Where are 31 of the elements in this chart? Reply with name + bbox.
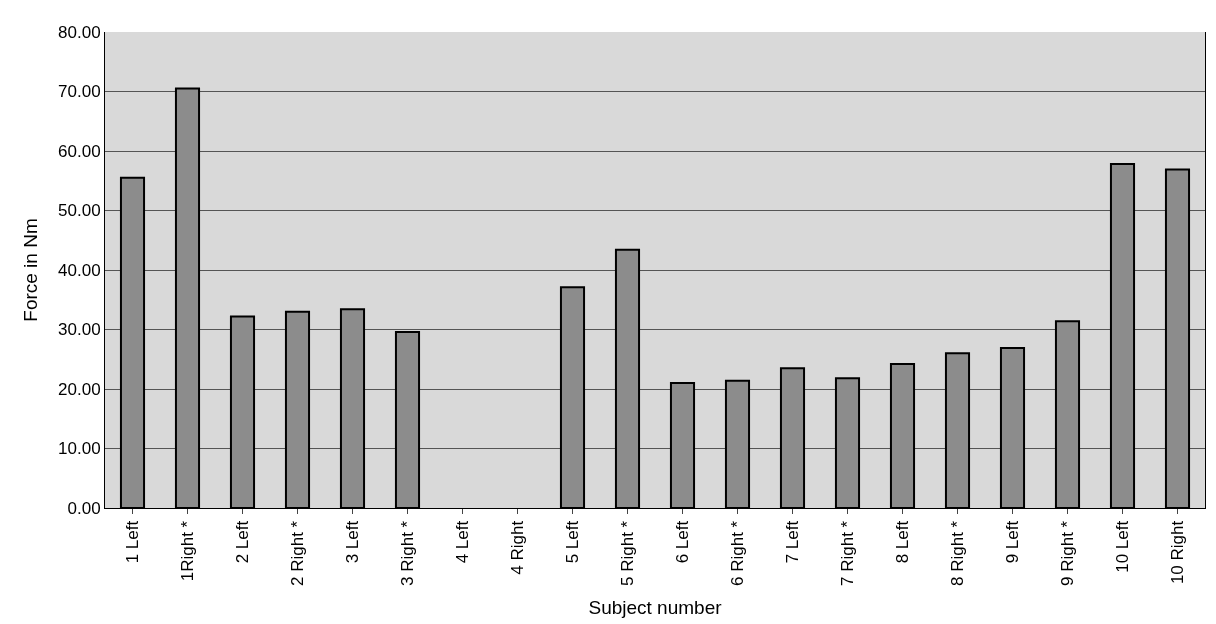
x-tick-label: 6 Left [673,520,693,564]
x-axis-title: Subject number [588,596,723,618]
x-tick-label: 2 Right * [288,520,308,586]
x-tick-label: 2 Left [233,520,253,564]
x-tick-label: 1 Left [123,520,143,564]
y-axis-title: Force in Nm [19,218,41,322]
x-tick-label: 5 Left [563,520,583,564]
x-tick-label: 9 Right * [1058,520,1078,586]
y-tick-label: 0.00 [67,498,101,518]
y-tick-label: 40.00 [58,260,101,280]
x-tick-label: 8 Left [893,520,913,564]
x-tick-label: 4 Left [453,520,473,564]
x-tick-label: 7 Right * [838,520,858,586]
y-tick-label: 10.00 [58,439,101,459]
y-tick-label: 20.00 [58,379,101,399]
y-tick-label: 50.00 [58,201,101,221]
x-tick-label: 8 Right * [948,520,968,586]
y-tick-label: 80.00 [58,22,101,42]
y-tick-label: 30.00 [58,320,101,340]
x-tick-label: 1Right * [178,520,198,582]
y-tick-label: 70.00 [58,82,101,102]
x-tick-label: 6 Right * [728,520,748,586]
y-tick-label: 60.00 [58,141,101,161]
x-tick-label: 5 Right * [618,520,638,586]
x-tick-label: 10 Right [1168,520,1188,585]
x-tick-label: 10 Left [1113,520,1133,573]
x-tick-label: 3 Right * [398,520,418,586]
x-tick-label: 9 Left [1003,520,1023,564]
x-tick-label: 3 Left [343,520,363,564]
x-tick-label: 7 Left [783,520,803,564]
x-tick-label: 4 Right [508,520,528,575]
